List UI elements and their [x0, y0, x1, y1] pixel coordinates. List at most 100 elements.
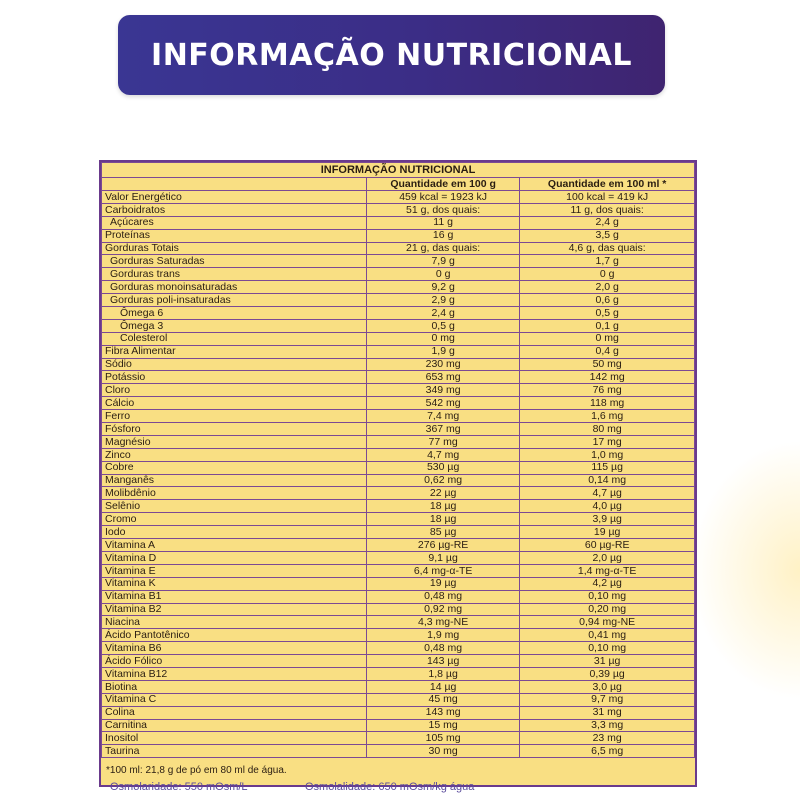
nutrient-name: Carboidratos — [101, 202, 367, 217]
nutrient-name: Gorduras monoinsaturadas — [101, 280, 367, 295]
value-per-100g: 1,9 mg — [365, 628, 521, 643]
header-per-100g: Quantidade em 100 g — [365, 177, 521, 191]
value-per-100g: 230 mg — [365, 357, 521, 372]
nutrient-name: Vitamina A — [101, 538, 367, 552]
nutrient-name: Cromo — [101, 512, 367, 527]
nutrient-name: Zinco — [101, 447, 367, 462]
value-per-100ml: 50 mg — [519, 357, 695, 372]
table-row: Inositol 105 mg 23 mg — [101, 731, 695, 746]
table-row: Zinco 4,7 mg 1,0 mg — [101, 447, 695, 462]
value-per-100g: 18 µg — [365, 512, 521, 527]
table-row: Ácido Fólico 143 µg 31 µg — [101, 654, 695, 668]
nutrient-name: Proteínas — [101, 228, 367, 243]
table-row: Proteínas 16 g 3,5 g — [101, 228, 695, 243]
nutrient-name: Potássio — [101, 370, 367, 385]
nutrient-name: Vitamina D — [101, 550, 367, 565]
table-row: Gorduras poli-insaturadas 2,9 g 0,6 g — [101, 293, 695, 308]
value-per-100ml: 0,10 mg — [519, 589, 695, 604]
table-row: Colesterol 0 mg 0 mg — [101, 331, 695, 346]
table-footnote: *100 ml: 21,8 g de pó em 80 ml de água. — [106, 765, 287, 776]
value-per-100g: 6,4 mg-α-TE — [365, 563, 521, 578]
table-row: Ômega 6 2,4 g 0,5 g — [101, 306, 695, 320]
value-per-100ml: 6,5 mg — [519, 744, 695, 759]
nutrient-name: Gorduras Totais — [101, 241, 367, 256]
value-per-100g: 30 mg — [365, 744, 521, 759]
value-per-100g: 16 g — [365, 228, 521, 243]
table-row: Fibra Alimentar 1,9 g 0,4 g — [101, 344, 695, 359]
value-per-100g: 19 µg — [365, 576, 521, 591]
value-per-100ml: 0,6 g — [519, 293, 695, 308]
nutrient-name: Gorduras poli-insaturadas — [101, 293, 367, 308]
nutrient-name: Biotina — [101, 679, 367, 694]
table-row: Manganês 0,62 mg 0,14 mg — [101, 473, 695, 488]
value-per-100ml: 0 mg — [519, 331, 695, 346]
value-per-100g: 143 µg — [365, 654, 521, 668]
value-per-100g: 0 g — [365, 267, 521, 282]
nutrient-name: Vitamina B1 — [101, 589, 367, 604]
value-per-100ml: 60 µg-RE — [519, 538, 695, 552]
nutrient-name: Ômega 6 — [101, 306, 367, 320]
nutrient-name: Ferro — [101, 409, 367, 424]
nutrient-name: Gorduras trans — [101, 267, 367, 282]
value-per-100g: 15 mg — [365, 718, 521, 733]
value-per-100g: 0,62 mg — [365, 473, 521, 488]
value-per-100g: 367 mg — [365, 422, 521, 436]
table-row: Cromo 18 µg 3,9 µg — [101, 512, 695, 527]
value-per-100ml: 3,0 µg — [519, 679, 695, 694]
osmolarity-text: Osmolaridade: 550 mOsm/L — [110, 781, 248, 793]
value-per-100g: 7,4 mg — [365, 409, 521, 424]
table-row: Açúcares 11 g 2,4 g — [101, 215, 695, 230]
value-per-100g: 0,5 g — [365, 318, 521, 333]
value-per-100g: 14 µg — [365, 679, 521, 694]
value-per-100g: 349 mg — [365, 383, 521, 398]
value-per-100ml: 80 mg — [519, 422, 695, 436]
value-per-100g: 653 mg — [365, 370, 521, 385]
nutrient-name: Gorduras Saturadas — [101, 254, 367, 269]
value-per-100ml: 2,4 g — [519, 215, 695, 230]
value-per-100ml: 17 mg — [519, 434, 695, 449]
table-row: Selênio 18 µg 4,0 µg — [101, 499, 695, 514]
table-row: Vitamina E 6,4 mg-α-TE 1,4 mg-α-TE — [101, 563, 695, 578]
table-row: Gorduras Saturadas 7,9 g 1,7 g — [101, 254, 695, 269]
background-glow — [690, 440, 800, 700]
table-row: Vitamina A 276 µg-RE 60 µg-RE — [101, 538, 695, 552]
table-row: Cobre 530 µg 115 µg — [101, 460, 695, 475]
table-row: Ácido Pantotênico 1,9 mg 0,41 mg — [101, 628, 695, 643]
nutrient-name: Açúcares — [101, 215, 367, 230]
nutrient-name: Magnésio — [101, 434, 367, 449]
nutrient-name: Vitamina C — [101, 692, 367, 707]
value-per-100ml: 0,94 mg-NE — [519, 615, 695, 630]
table-row: Potássio 653 mg 142 mg — [101, 370, 695, 385]
value-per-100ml: 100 kcal = 419 kJ — [519, 190, 695, 204]
nutrient-name: Fibra Alimentar — [101, 344, 367, 359]
nutrient-name: Inositol — [101, 731, 367, 746]
nutrient-name: Iodo — [101, 525, 367, 540]
table-row: Cálcio 542 mg 118 mg — [101, 396, 695, 411]
table-row: Gorduras Totais 21 g, das quais: 4,6 g, da… — [101, 241, 695, 256]
nutrition-table: INFORMAÇÃO NUTRICIONAL Quantidade em 100… — [101, 162, 695, 759]
nutrient-name: Niacina — [101, 615, 367, 630]
value-per-100ml: 0,5 g — [519, 306, 695, 320]
value-per-100ml: 4,2 µg — [519, 576, 695, 591]
table-row: Taurina 30 mg 6,5 mg — [101, 744, 695, 759]
table-title-row: INFORMAÇÃO NUTRICIONAL — [101, 162, 695, 178]
osmolality-text: Osmolalidade: 650 mOsm/kg água — [305, 781, 475, 793]
value-per-100ml: 4,7 µg — [519, 486, 695, 501]
value-per-100ml: 0,39 µg — [519, 666, 695, 681]
table-row: Cloro 349 mg 76 mg — [101, 383, 695, 398]
value-per-100ml: 142 mg — [519, 370, 695, 385]
value-per-100g: 0,48 mg — [365, 641, 521, 656]
table-row: Ferro 7,4 mg 1,6 mg — [101, 409, 695, 424]
table-row: Vitamina C 45 mg 9,7 mg — [101, 692, 695, 707]
nutrient-name: Ácido Pantotênico — [101, 628, 367, 643]
value-per-100ml: 3,3 mg — [519, 718, 695, 733]
value-per-100ml: 1,0 mg — [519, 447, 695, 462]
value-per-100ml: 2,0 µg — [519, 550, 695, 565]
value-per-100g: 0 mg — [365, 331, 521, 346]
value-per-100g: 1,9 g — [365, 344, 521, 359]
nutrient-name: Selênio — [101, 499, 367, 514]
value-per-100ml: 0 g — [519, 267, 695, 282]
value-per-100g: 542 mg — [365, 396, 521, 411]
value-per-100ml: 115 µg — [519, 460, 695, 475]
header-nutrient — [101, 177, 367, 191]
